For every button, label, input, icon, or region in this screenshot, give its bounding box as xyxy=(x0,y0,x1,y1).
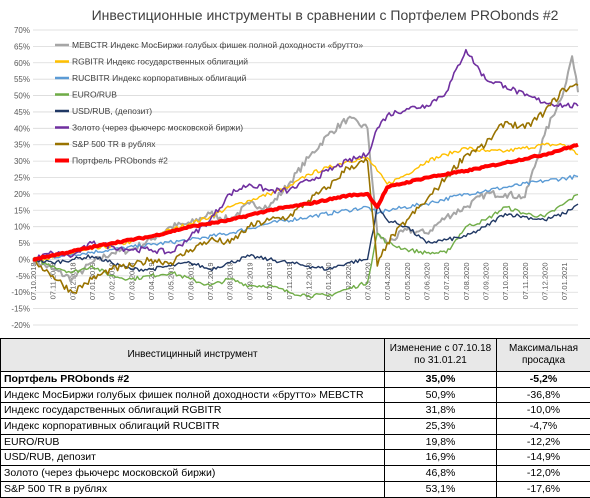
legend-entry: S&P 500 TR в рублях xyxy=(72,139,156,149)
y-tick-label: 25% xyxy=(14,174,30,183)
y-tick-label: -20% xyxy=(11,321,30,330)
cell-drawdown: -10,0% xyxy=(497,403,590,419)
x-tick-label: 07.08.2019 xyxy=(226,262,235,300)
y-tick-label: 60% xyxy=(14,59,30,68)
legend-entry: Золото (через фьючерс московской биржи) xyxy=(72,123,243,133)
x-tick-label: 07.05.2019 xyxy=(167,262,176,300)
x-tick-label: 07.06.2019 xyxy=(186,262,195,300)
cell-drawdown: -36,8% xyxy=(497,387,590,403)
x-tick-label: 07.09.2020 xyxy=(482,262,491,300)
legend-entry: MEBCTR Индекс МосБиржи голубых фишек пол… xyxy=(72,40,363,50)
line-chart: Инвестиционные инструменты в сравнении с… xyxy=(0,0,590,338)
legend-entry: RGBITR Индекс государственных облигаций xyxy=(72,57,248,67)
cell-drawdown: -4,7% xyxy=(497,419,590,435)
y-tick-label: 10% xyxy=(14,223,30,232)
y-tick-label: 50% xyxy=(14,92,30,101)
cell-change: 35,0% xyxy=(385,372,497,388)
x-tick-label: 07.07.2020 xyxy=(442,262,451,300)
x-tick-label: 07.01.2021 xyxy=(560,262,569,300)
x-tick-label: 07.10.2018 xyxy=(29,262,38,300)
cell-change: 19,8% xyxy=(385,434,497,450)
cell-instrument: Портфель PRObonds #2 xyxy=(1,372,385,388)
header-change: Изменение с 07.10.18 по 31.01.21 xyxy=(385,339,497,372)
y-tick-label: -10% xyxy=(11,288,30,297)
header-instrument: Инвестицинный инструмент xyxy=(1,339,385,372)
legend-entry: RUCBITR Индекс корпоративных облигаций xyxy=(72,73,247,83)
y-tick-label: 70% xyxy=(14,26,30,35)
cell-instrument: USD/RUB, депозит xyxy=(1,450,385,466)
cell-instrument: Индекс МосБиржи голубых фишек полной дох… xyxy=(1,387,385,403)
chart-title: Инвестиционные инструменты в сравнении с… xyxy=(92,7,559,23)
cell-instrument: Индекс государственных облигаций RGBITR xyxy=(1,403,385,419)
table-row: Индекс МосБиржи голубых фишек полной дох… xyxy=(1,387,590,403)
cell-instrument: S&P 500 TR в рублях xyxy=(1,481,385,497)
cell-drawdown: -12,0% xyxy=(497,466,590,482)
cell-change: 50,9% xyxy=(385,387,497,403)
y-tick-label: 35% xyxy=(14,141,30,150)
y-tick-label: 15% xyxy=(14,206,30,215)
y-tick-label: 5% xyxy=(18,239,30,248)
y-tick-label: 30% xyxy=(14,157,30,166)
cell-change: 25,3% xyxy=(385,419,497,435)
cell-instrument: Индекс корпоративных облигаций RUCBITR xyxy=(1,419,385,435)
y-tick-label: 20% xyxy=(14,190,30,199)
y-tick-label: 55% xyxy=(14,75,30,84)
legend-entry: USD/RUB, (депозит) xyxy=(72,106,152,116)
cell-instrument: Золото (через фьючерс московской биржи) xyxy=(1,466,385,482)
y-tick-label: 65% xyxy=(14,42,30,51)
y-tick-label: 45% xyxy=(14,108,30,117)
x-tick-label: 07.10.2019 xyxy=(265,262,274,300)
cell-drawdown: -12,2% xyxy=(497,434,590,450)
cell-instrument: EURO/RUB xyxy=(1,434,385,450)
legend-entry: EURO/RUB xyxy=(72,90,117,100)
cell-drawdown: -14,9% xyxy=(497,450,590,466)
x-tick-label: 07.11.2020 xyxy=(521,262,530,299)
cell-drawdown: -17,6% xyxy=(497,481,590,497)
x-tick-label: 07.06.2020 xyxy=(423,262,432,300)
table-row: Золото (через фьючерс московской биржи)4… xyxy=(1,466,590,482)
series-line xyxy=(33,204,578,271)
table-header-row: Инвестицинный инструмент Изменение с 07.… xyxy=(1,339,590,372)
y-tick-label: -15% xyxy=(11,305,30,314)
legend-entry: Портфель PRObonds #2 xyxy=(72,156,168,166)
cell-drawdown: -5,2% xyxy=(497,372,590,388)
comparison-table: Инвестицинный инструмент Изменение с 07.… xyxy=(0,338,590,498)
x-tick-label: 07.12.2020 xyxy=(541,262,550,300)
x-tick-label: 07.09.2019 xyxy=(245,262,254,300)
cell-change: 46,8% xyxy=(385,466,497,482)
cell-change: 16,9% xyxy=(385,450,497,466)
x-tick-label: 07.08.2020 xyxy=(462,262,471,300)
x-tick-label: 07.02.2020 xyxy=(344,262,353,300)
x-tick-label: 07.10.2020 xyxy=(501,262,510,300)
header-drawdown: Максимальная просадка xyxy=(497,339,590,372)
x-tick-label: 07.12.2019 xyxy=(304,262,313,300)
cell-change: 53,1% xyxy=(385,481,497,497)
y-tick-label: 40% xyxy=(14,124,30,133)
cell-change: 31,8% xyxy=(385,403,497,419)
x-tick-label: 07.04.2020 xyxy=(383,262,392,300)
y-tick-label: -5% xyxy=(16,272,30,281)
x-tick-label: 07.05.2020 xyxy=(403,262,412,300)
